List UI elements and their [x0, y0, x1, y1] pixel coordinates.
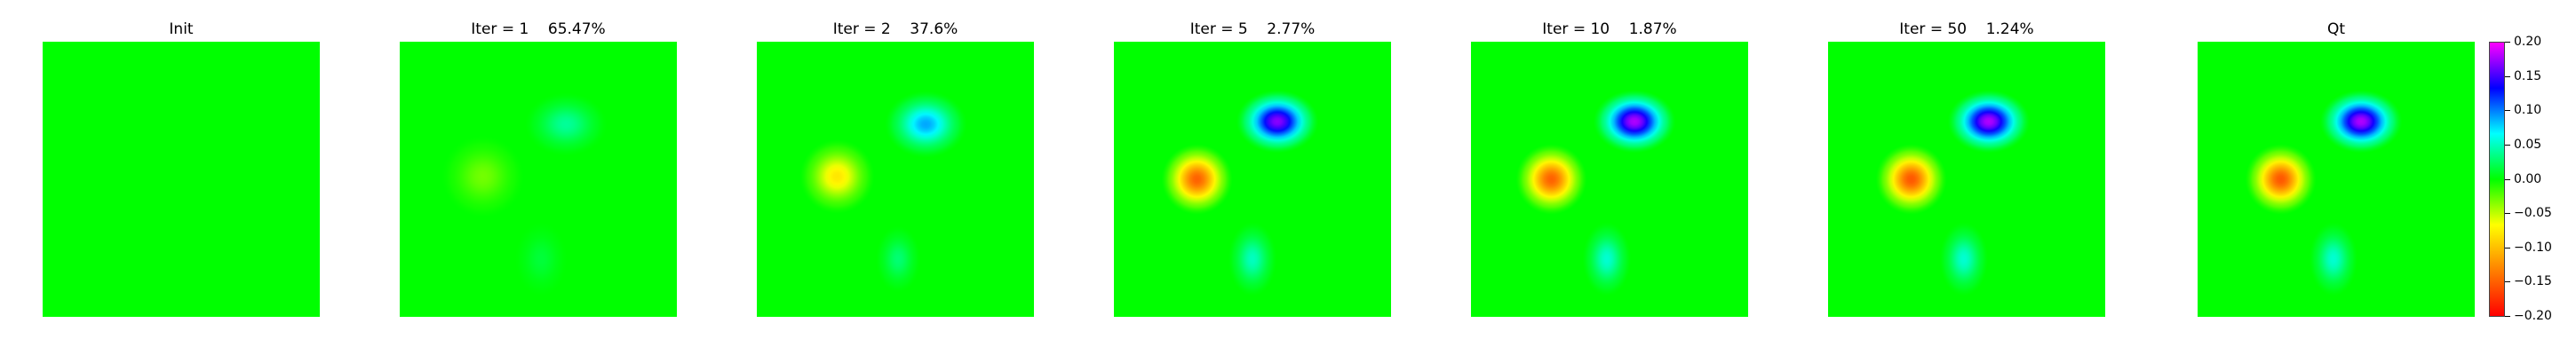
heatmap-background — [43, 42, 320, 317]
colorbar-tick-mark — [2505, 110, 2510, 112]
heatmap-plot — [43, 42, 320, 317]
colorbar-axis: 0.20 0.15 0.10 0.05 0.00 −0.05 −0.10 −0.15 −0.20 — [2505, 35, 2567, 323]
heatmap-blob — [1947, 90, 2031, 154]
panel-title: Qt — [2326, 20, 2346, 38]
heatmap-blob — [1515, 144, 1587, 215]
colorbar-tick-label: −0.15 — [2514, 274, 2552, 289]
panel-title: Iter = 1 65.47% — [471, 20, 606, 38]
heatmap-plot — [757, 42, 1034, 317]
heatmap-plot — [2198, 42, 2475, 317]
colorbar-tick-mark — [2505, 144, 2510, 146]
heatmap-blob — [1161, 144, 1233, 215]
colorbar-tick-mark — [2505, 42, 2510, 43]
heatmap-blob — [1875, 144, 1947, 215]
colorbar-tick-mark — [2505, 316, 2510, 317]
heatmap-plot — [400, 42, 677, 317]
colorbar — [2489, 42, 2505, 317]
heatmap-blob — [1939, 222, 1989, 296]
colorbar-tick-label: −0.10 — [2514, 240, 2552, 255]
panel-title: Init — [169, 20, 194, 38]
heatmap-blob — [441, 135, 524, 217]
heatmap-blob — [799, 139, 875, 214]
colorbar-tick-mark — [2505, 75, 2510, 77]
panel-title: Iter = 10 1.87% — [1542, 20, 1677, 38]
heatmap-svg — [1114, 42, 1391, 317]
heatmap-svg — [2198, 42, 2475, 317]
heatmap-blob — [1228, 222, 1277, 296]
heatmap-svg — [400, 42, 677, 317]
panel-title: Iter = 5 2.77% — [1189, 20, 1316, 38]
colorbar-tick-label: 0.05 — [2514, 137, 2542, 152]
heatmap-svg — [43, 42, 320, 317]
heatmap-blob — [2319, 90, 2403, 154]
heatmap-blob — [2309, 222, 2358, 296]
heatmap-plot — [1828, 42, 2105, 317]
heatmap-blob — [1236, 90, 1319, 154]
heatmap-plot — [1114, 42, 1391, 317]
heatmap-blob — [884, 91, 967, 158]
colorbar-tick-label: 0.15 — [2514, 68, 2542, 83]
heatmap-plot — [1471, 42, 1748, 317]
colorbar-tick-label: 0.20 — [2514, 35, 2542, 49]
heatmap-blob — [875, 225, 921, 293]
colorbar-tick-mark — [2505, 213, 2510, 215]
colorbar-tick-mark — [2505, 281, 2510, 283]
panel-title: Iter = 50 1.24% — [1899, 20, 2034, 38]
heatmap-svg — [757, 42, 1034, 317]
colorbar-tick-label: 0.10 — [2514, 103, 2542, 118]
colorbar-tick-mark — [2505, 178, 2510, 180]
heatmap-blob — [1593, 90, 1676, 154]
colorbar-tick-label: −0.05 — [2514, 206, 2552, 221]
heatmap-svg — [1828, 42, 2105, 317]
heatmap-blob — [524, 92, 608, 156]
colorbar-tick-label: 0.00 — [2514, 171, 2542, 186]
colorbar-tick-label: −0.20 — [2514, 309, 2552, 323]
panel-title: Iter = 2 37.6% — [832, 20, 958, 38]
heatmap-blob — [1582, 222, 1632, 296]
heatmap-blob — [2245, 144, 2317, 215]
heatmap-svg — [1471, 42, 1748, 317]
heatmap-blob — [514, 222, 568, 296]
